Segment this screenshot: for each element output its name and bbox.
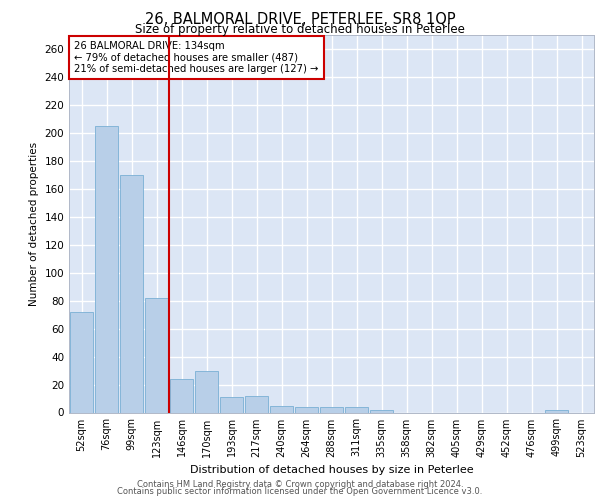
Bar — [220, 397, 243, 412]
X-axis label: Distribution of detached houses by size in Peterlee: Distribution of detached houses by size … — [190, 465, 473, 475]
Text: Size of property relative to detached houses in Peterlee: Size of property relative to detached ho… — [135, 22, 465, 36]
Bar — [95, 126, 118, 412]
Bar — [70, 312, 93, 412]
Bar — [145, 298, 168, 412]
Text: 26, BALMORAL DRIVE, PETERLEE, SR8 1QP: 26, BALMORAL DRIVE, PETERLEE, SR8 1QP — [145, 12, 455, 28]
Bar — [170, 379, 193, 412]
Bar — [545, 410, 568, 412]
Bar — [245, 396, 268, 412]
Text: 26 BALMORAL DRIVE: 134sqm
← 79% of detached houses are smaller (487)
21% of semi: 26 BALMORAL DRIVE: 134sqm ← 79% of detac… — [74, 40, 319, 74]
Bar — [295, 407, 318, 412]
Bar — [120, 175, 143, 412]
Bar — [320, 407, 343, 412]
Text: Contains public sector information licensed under the Open Government Licence v3: Contains public sector information licen… — [118, 487, 482, 496]
Text: Contains HM Land Registry data © Crown copyright and database right 2024.: Contains HM Land Registry data © Crown c… — [137, 480, 463, 489]
Bar — [195, 370, 218, 412]
Y-axis label: Number of detached properties: Number of detached properties — [29, 142, 39, 306]
Bar — [270, 406, 293, 412]
Bar — [370, 410, 393, 412]
Bar — [345, 407, 368, 412]
